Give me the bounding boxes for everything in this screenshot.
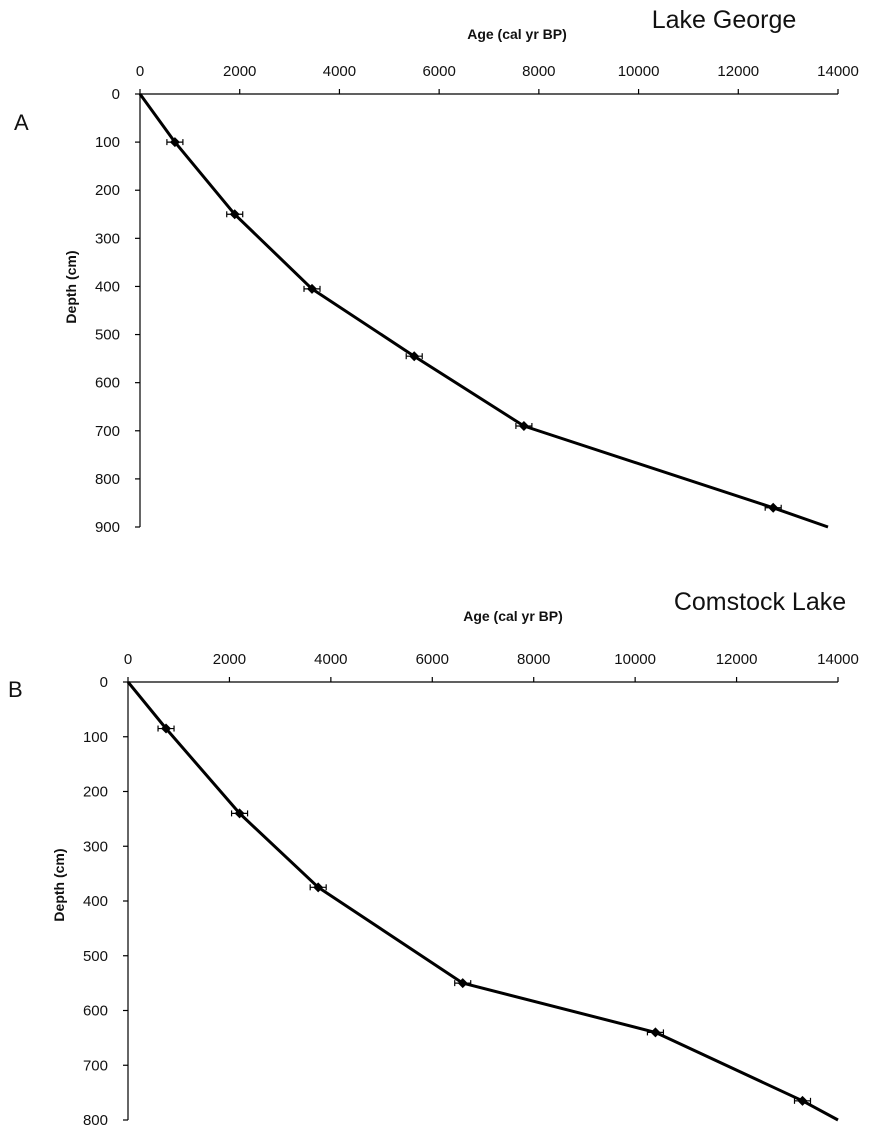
data-point: [454, 978, 472, 989]
panel-letter: B: [8, 677, 23, 702]
data-point: [166, 137, 184, 148]
y-axis-title: Depth (cm): [63, 250, 79, 323]
data-point: [764, 502, 782, 513]
y-tick-label: 300: [83, 838, 108, 855]
x-tick-label: 6000: [416, 651, 449, 668]
y-axis-title: Depth (cm): [51, 848, 67, 921]
data-point: [646, 1027, 665, 1038]
age-depth-line: [126, 681, 839, 1122]
y-tick-label: 0: [112, 86, 120, 103]
chart-title: Lake George: [652, 6, 797, 34]
x-axis-title: Age (cal yr BP): [463, 608, 563, 624]
data-marker: [161, 723, 172, 734]
x-tick-label: 14000: [817, 63, 859, 80]
y-tick-label: 800: [95, 471, 120, 488]
data-marker: [650, 1027, 661, 1038]
chart-title: Comstock Lake: [674, 588, 846, 616]
data-point: [405, 351, 423, 362]
data-point: [793, 1095, 812, 1106]
x-tick-label: 4000: [314, 651, 347, 668]
y-tick-label: 900: [95, 519, 120, 536]
y-tick-label: 0: [100, 674, 108, 691]
x-tick-label: 14000: [817, 651, 859, 668]
panel-letter: A: [14, 110, 29, 135]
data-marker: [234, 808, 245, 819]
y-tick-label: 600: [83, 1003, 108, 1020]
data-marker: [313, 882, 324, 893]
x-tick-label: 2000: [223, 63, 256, 80]
data-point: [230, 808, 249, 819]
x-tick-label: 4000: [323, 63, 356, 80]
y-tick-label: 200: [95, 182, 120, 199]
x-tick-label: 2000: [213, 651, 246, 668]
y-tick-label: 600: [95, 375, 120, 392]
y-tick-label: 800: [83, 1112, 108, 1129]
panel-a: A Lake George Age (cal yr BP) Depth (cm) 0 20…: [14, 6, 859, 536]
y-tick-label: 700: [95, 423, 120, 440]
y-tick-label: 500: [95, 327, 120, 344]
y-tick-label: 400: [83, 893, 108, 910]
data-marker: [457, 978, 468, 989]
x-tick-label: 12000: [716, 651, 758, 668]
data-marker: [768, 502, 779, 513]
y-tick-label: 300: [95, 230, 120, 247]
data-marker: [409, 351, 420, 362]
x-tick-label: 12000: [717, 63, 759, 80]
data-point: [303, 283, 321, 294]
x-tick-label: 10000: [618, 63, 660, 80]
x-tick-label: 0: [124, 651, 132, 668]
y-tick-label: 100: [83, 729, 108, 746]
y-tick-label: 500: [83, 948, 108, 965]
age-depth-line: [138, 93, 829, 529]
data-point: [309, 882, 327, 893]
x-tick-label: 10000: [614, 651, 656, 668]
data-marker: [229, 209, 240, 220]
y-tick-label: 700: [83, 1057, 108, 1074]
x-tick-label: 8000: [522, 63, 555, 80]
data-point: [515, 420, 533, 431]
x-tick-label: 8000: [517, 651, 550, 668]
data-marker: [518, 420, 529, 431]
panel-b: B Comstock Lake Age (cal yr BP) Depth (cm) 0…: [8, 588, 859, 1129]
data-marker: [307, 283, 318, 294]
y-tick-label: 200: [83, 784, 108, 801]
data-point: [157, 723, 175, 734]
data-marker: [169, 137, 180, 148]
y-tick-label: 400: [95, 278, 120, 295]
data-marker: [797, 1095, 808, 1106]
y-tick-label: 100: [95, 134, 120, 151]
x-axis-title: Age (cal yr BP): [467, 26, 567, 42]
x-tick-label: 0: [136, 63, 144, 80]
x-tick-label: 6000: [422, 63, 455, 80]
data-point: [226, 209, 244, 220]
